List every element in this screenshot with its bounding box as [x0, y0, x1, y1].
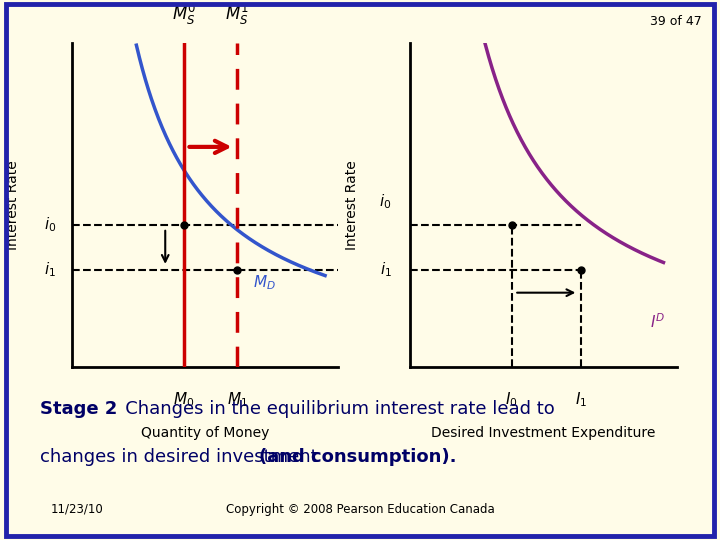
Text: Copyright © 2008 Pearson Education Canada: Copyright © 2008 Pearson Education Canad… — [225, 503, 495, 516]
Text: Desired Investment Expenditure: Desired Investment Expenditure — [431, 426, 656, 440]
Text: $i_1$: $i_1$ — [44, 261, 56, 279]
Text: $i_0$: $i_0$ — [379, 193, 392, 211]
Text: $M_0$: $M_0$ — [174, 390, 194, 409]
Text: .  Changes in the equilibrium interest rate lead to: . Changes in the equilibrium interest ra… — [108, 400, 554, 417]
Text: Interest Rate: Interest Rate — [345, 160, 359, 250]
Text: $i_0$: $i_0$ — [44, 215, 56, 234]
Text: $I_0$: $I_0$ — [505, 390, 518, 409]
Text: $I_1$: $I_1$ — [575, 390, 587, 409]
Text: (and consumption).: (and consumption). — [259, 448, 456, 466]
Text: 11/23/10: 11/23/10 — [50, 503, 103, 516]
Text: $i_1$: $i_1$ — [379, 261, 392, 279]
Text: $I^D$: $I^D$ — [650, 313, 665, 331]
Text: $M_S^1$: $M_S^1$ — [225, 2, 249, 27]
Text: $M_S^0$: $M_S^0$ — [172, 2, 196, 27]
Text: Interest Rate: Interest Rate — [6, 160, 20, 250]
Text: Quantity of Money: Quantity of Money — [141, 426, 269, 440]
Text: changes in desired investment: changes in desired investment — [40, 448, 323, 466]
Text: 39 of 47: 39 of 47 — [650, 15, 702, 28]
Text: $M_D$: $M_D$ — [253, 274, 276, 292]
Text: Stage 2: Stage 2 — [40, 400, 117, 417]
Text: $M_1$: $M_1$ — [227, 390, 248, 409]
